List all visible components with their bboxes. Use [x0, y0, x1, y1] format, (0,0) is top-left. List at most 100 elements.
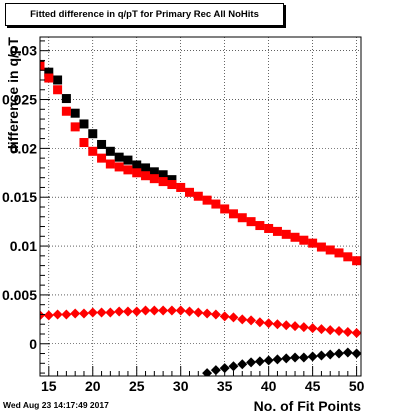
y-tick-label: 0.005	[2, 287, 37, 303]
data-point-square	[44, 73, 54, 83]
data-point-square	[79, 119, 89, 129]
data-point-square	[123, 155, 133, 165]
data-point-square	[61, 106, 71, 116]
data-point-square	[79, 138, 89, 148]
x-tick-label: 15	[41, 378, 57, 394]
data-point-square	[149, 174, 159, 184]
data-point-square	[114, 162, 124, 172]
data-point-diamond	[307, 351, 318, 362]
data-point-square	[334, 248, 344, 258]
y-axis-title: difference in q/pT	[5, 37, 21, 154]
data-point-diamond	[246, 315, 257, 326]
data-point-square	[167, 180, 177, 190]
data-point-diamond	[202, 308, 213, 319]
data-point-square	[105, 159, 115, 169]
data-point-square	[44, 67, 54, 77]
data-point-diamond	[210, 365, 221, 376]
data-point-square	[53, 85, 63, 95]
data-point-square	[123, 165, 133, 175]
data-point-square	[193, 191, 203, 201]
data-point-square	[105, 146, 115, 156]
data-point-square	[40, 61, 45, 71]
data-point-diamond	[325, 349, 336, 360]
data-point-square	[176, 182, 186, 192]
axis-ticks: 15 20 25 30 35 40 45 50 0 0.005 0.01 0.015 0.02 0.025…	[2, 40, 365, 394]
data-point-diamond	[298, 322, 309, 333]
data-point-diamond	[210, 309, 221, 320]
data-point-diamond	[105, 307, 116, 318]
data-point-diamond	[263, 318, 274, 329]
x-tick-label: 25	[129, 378, 145, 394]
data-point-diamond	[298, 352, 309, 363]
data-point-square	[114, 152, 124, 162]
timestamp: Wed Aug 23 14:17:49 2017	[3, 400, 109, 410]
data-point-diamond	[237, 359, 248, 370]
data-point-square	[308, 238, 318, 248]
x-tick-label: 45	[305, 378, 321, 394]
data-point-square	[299, 235, 309, 245]
data-point-square	[53, 75, 63, 85]
data-point-diamond	[184, 306, 195, 317]
data-point-square	[149, 167, 159, 177]
data-point-diamond	[61, 309, 72, 320]
data-point-diamond	[290, 352, 301, 363]
data-point-diamond	[52, 309, 63, 320]
x-tick-label: 30	[173, 378, 189, 394]
data-point-square	[185, 187, 195, 197]
data-point-diamond	[272, 354, 283, 365]
data-point-diamond	[281, 353, 292, 364]
data-point-square	[220, 204, 230, 214]
data-point-diamond	[114, 306, 125, 317]
data-point-diamond	[131, 306, 142, 317]
data-point-square	[264, 223, 274, 233]
data-point-square	[158, 177, 168, 187]
data-point-diamond	[122, 306, 133, 317]
data-point-diamond	[193, 307, 204, 318]
x-tick-label: 50	[349, 378, 365, 394]
data-point-diamond	[78, 308, 89, 319]
y-tick-label: 0.03	[10, 43, 37, 59]
data-point-square	[97, 153, 107, 163]
data-point-square	[132, 168, 142, 178]
data-point-square	[316, 242, 326, 252]
data-point-diamond	[96, 307, 107, 318]
data-point-diamond	[316, 324, 327, 335]
data-point-diamond	[237, 314, 248, 325]
y-tick-label: 0	[29, 336, 37, 352]
data-point-square	[325, 245, 335, 255]
data-point-diamond	[334, 326, 345, 337]
data-point-diamond	[166, 305, 177, 316]
data-point-square	[255, 221, 265, 231]
data-point-diamond	[87, 307, 98, 318]
data-point-square	[272, 226, 282, 236]
data-point-diamond	[307, 323, 318, 334]
data-point-square	[237, 213, 247, 223]
data-point-diamond	[342, 327, 353, 338]
data-point-square	[70, 122, 80, 132]
data-point-square	[211, 199, 221, 209]
x-tick-label: 35	[217, 378, 233, 394]
data-point-diamond	[246, 357, 257, 368]
data-point-diamond	[316, 350, 327, 361]
data-point-diamond	[43, 310, 54, 321]
data-point-diamond	[334, 348, 345, 359]
y-tick-label: 0.01	[10, 238, 37, 254]
data-point-square	[167, 175, 177, 185]
y-tick-label: 0.025	[2, 92, 37, 108]
data-point-diamond	[342, 347, 353, 358]
data-point-diamond	[175, 305, 186, 316]
data-point-square	[70, 108, 80, 118]
x-tick-label: 20	[85, 378, 101, 394]
data-point-square	[141, 171, 151, 181]
data-point-diamond	[351, 348, 361, 359]
data-point-square	[88, 129, 98, 139]
y-tick-label: 0.015	[2, 189, 37, 205]
data-point-diamond	[263, 355, 274, 366]
data-point-diamond	[272, 319, 283, 330]
data-point-diamond	[325, 325, 336, 336]
data-point-square	[88, 146, 98, 156]
data-point-square	[290, 232, 300, 242]
data-point-square	[343, 252, 353, 262]
x-axis-title: No. of Fit Points	[254, 398, 362, 414]
